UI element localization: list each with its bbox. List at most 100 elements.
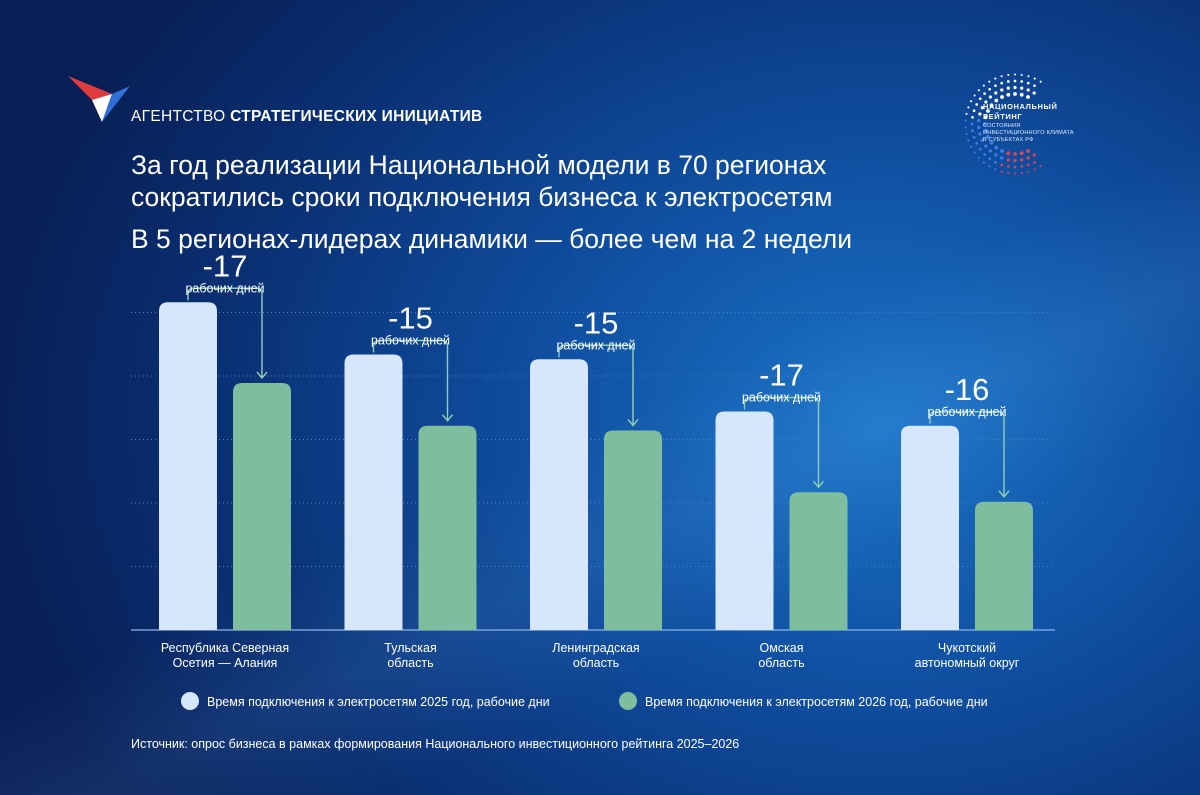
arrow-head-icon [812,480,825,489]
ring-dot [983,153,986,156]
ring-dot [980,138,984,142]
ring-dot [986,109,990,113]
ring-dot [1000,163,1004,167]
ring-dot [1033,168,1036,171]
ring-dot [988,87,992,91]
ring-dot [1013,165,1017,169]
ring-dot [978,112,982,116]
ring-dot [980,106,984,110]
ring-dot [1013,152,1017,156]
change-unit: рабочих дней [927,405,1006,419]
ring-dot [1020,158,1024,162]
change-value: -16 [945,372,990,407]
ring-dot [1020,171,1023,175]
ring-dot [1026,156,1030,160]
ring-dot [1026,149,1030,153]
ring-dot [983,92,986,95]
change-unit: рабочих дней [185,281,264,295]
ring-dot [1007,171,1010,175]
bar-2026 [233,383,291,630]
ring-dot [977,118,981,123]
ring-dot [1000,75,1003,78]
ring-dot [1013,158,1017,163]
ring-dot [978,147,982,151]
legend-swatch [619,692,637,710]
ring-dot [1000,88,1004,92]
ring-dot [983,122,987,126]
ring-dot [1006,151,1011,156]
ring-dot [984,144,988,148]
ring-dot [973,94,976,97]
legend-swatch [181,692,199,710]
ring-dot [971,115,974,119]
ring-dot [988,157,992,161]
bar-2025 [344,354,403,630]
bar-2025 [530,359,588,630]
ring-dot [1000,170,1003,173]
ring-dot [964,126,967,129]
ring-dot [1006,80,1010,83]
ring-dot [994,145,999,150]
agency-logo-icon [68,76,130,122]
ring-dot [1020,73,1023,77]
ring-dot [972,109,976,113]
change-connector [743,396,820,487]
ring-dot [1006,165,1010,168]
ring-dot [982,84,985,87]
ring-dot [1007,73,1010,77]
ring-dot [1000,149,1004,153]
ring-dot [975,103,979,106]
category-label: автономный округ [915,656,1020,670]
ring-dot [977,89,980,92]
bar-2026 [975,501,1033,630]
page-title-line1: За год реализации Национальной модели в … [131,150,827,180]
ring-dot [994,91,998,95]
ring-dot [1013,73,1017,76]
ring-dot [982,161,985,164]
agency-name-light: АГЕНТСТВО [131,108,226,125]
ring-dot [1033,84,1036,88]
ring-dot [978,97,982,101]
ring-dot [986,135,990,139]
change-value: -15 [388,301,433,336]
ring-dot [984,100,988,104]
legend-label: Время подключения к электросетям 2026 го… [645,695,988,709]
change-unit: рабочих дней [371,334,450,348]
ring-dot [994,98,999,103]
rating-logo-line3: СОСТОЯНИЯ ИНВЕСТИЦИОННОГО КЛИМАТА В СУБЪ… [983,123,1074,143]
national-rating-logo: НАЦИОНАЛЬНЫЙ РЕЙТИНГ СОСТОЯНИЯ ИНВЕСТИЦИ… [955,72,1080,182]
bar-2026 [789,492,848,630]
ring-dot [994,153,998,157]
change-value: -17 [203,248,248,283]
source-note: Источник: опрос бизнеса в рамках формиро… [131,737,740,751]
ring-dot [972,135,976,139]
ring-dot [994,77,997,80]
ring-dot [971,129,974,133]
change-connector [558,344,634,425]
arrow-head-icon [998,490,1010,498]
change-connector [929,411,1005,496]
rating-logo-line1: НАЦИОНАЛЬНЫЙ [983,102,1058,111]
ring-dot [1000,81,1004,85]
category-label: область [387,656,433,670]
ring-dot [1026,88,1030,92]
ring-dot [988,149,993,153]
ring-dot [965,133,968,136]
ring-dot [977,125,981,130]
ring-dot [988,80,991,83]
ring-dot [1033,77,1036,80]
ring-dot [994,84,997,88]
ring-dot [1032,91,1036,95]
ring-dot [1039,165,1042,168]
bar-2026 [418,425,477,630]
ring-dot [1006,86,1010,90]
ring-dot [983,128,988,133]
bar-2025 [715,411,774,630]
ring-dot [1013,92,1017,96]
category-label: Ленинградская [552,641,639,655]
category-label: область [573,656,619,670]
page-title-line2: сократились сроки подключения бизнеса к … [131,182,833,212]
bar-2025 [159,302,217,630]
category-label: Республика Северная [161,641,289,655]
